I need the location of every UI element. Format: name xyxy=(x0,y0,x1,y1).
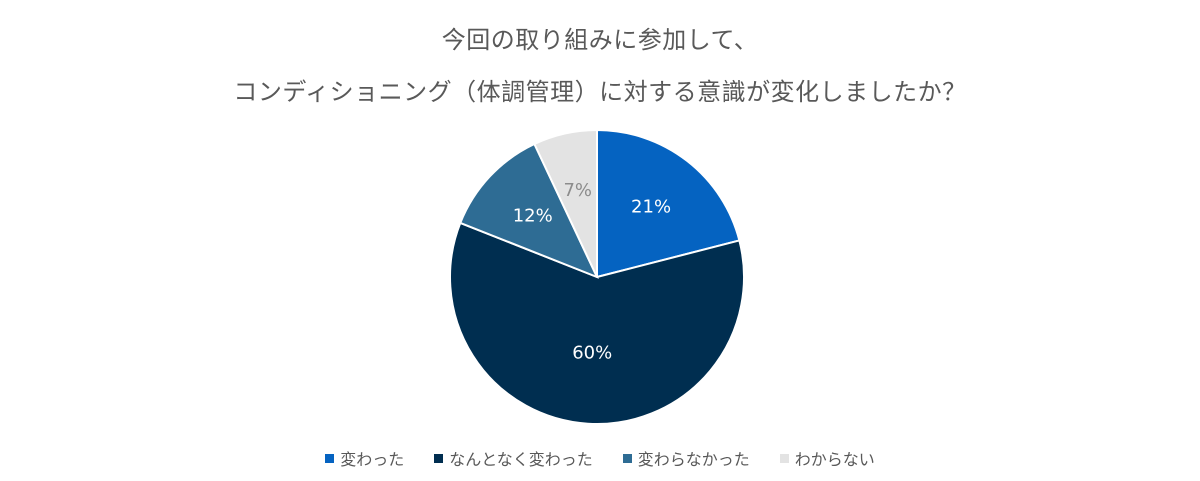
data-label-3: 12% xyxy=(513,206,553,227)
legend-label-2: なんとなく変わった xyxy=(449,450,593,469)
legend-label-4: わからない xyxy=(794,450,875,469)
legend-swatch-1 xyxy=(325,453,335,463)
chart-title-line-2: コンディショニング（体調管理）に対する意識が変化しましたか？ xyxy=(233,78,967,106)
legend-item-1: 変わった xyxy=(325,446,404,470)
pie-slice-3 xyxy=(459,142,599,279)
pie-slice-1 xyxy=(596,128,741,279)
legend: 変わった なんとなく変わった 変わらなかった わからない xyxy=(0,446,1200,470)
data-label-2: 60% xyxy=(572,342,612,363)
legend-swatch-3 xyxy=(622,453,632,463)
legend-item-3: 変わらなかった xyxy=(622,446,750,470)
chart-title-line-1: 今回の取り組みに参加して、 xyxy=(441,26,759,54)
legend-label-3: 変わらなかった xyxy=(637,450,750,469)
data-label-4: 7% xyxy=(563,180,592,201)
pie-slice-4 xyxy=(533,128,598,278)
legend-label-1: 変わった xyxy=(340,450,405,469)
legend-swatch-2 xyxy=(434,453,444,463)
data-label-1: 21% xyxy=(631,196,671,217)
legend-item-2: なんとなく変わった xyxy=(434,446,593,470)
legend-item-4: わからない xyxy=(779,446,875,470)
legend-swatch-4 xyxy=(779,453,789,463)
pie-slice-2 xyxy=(449,221,745,425)
